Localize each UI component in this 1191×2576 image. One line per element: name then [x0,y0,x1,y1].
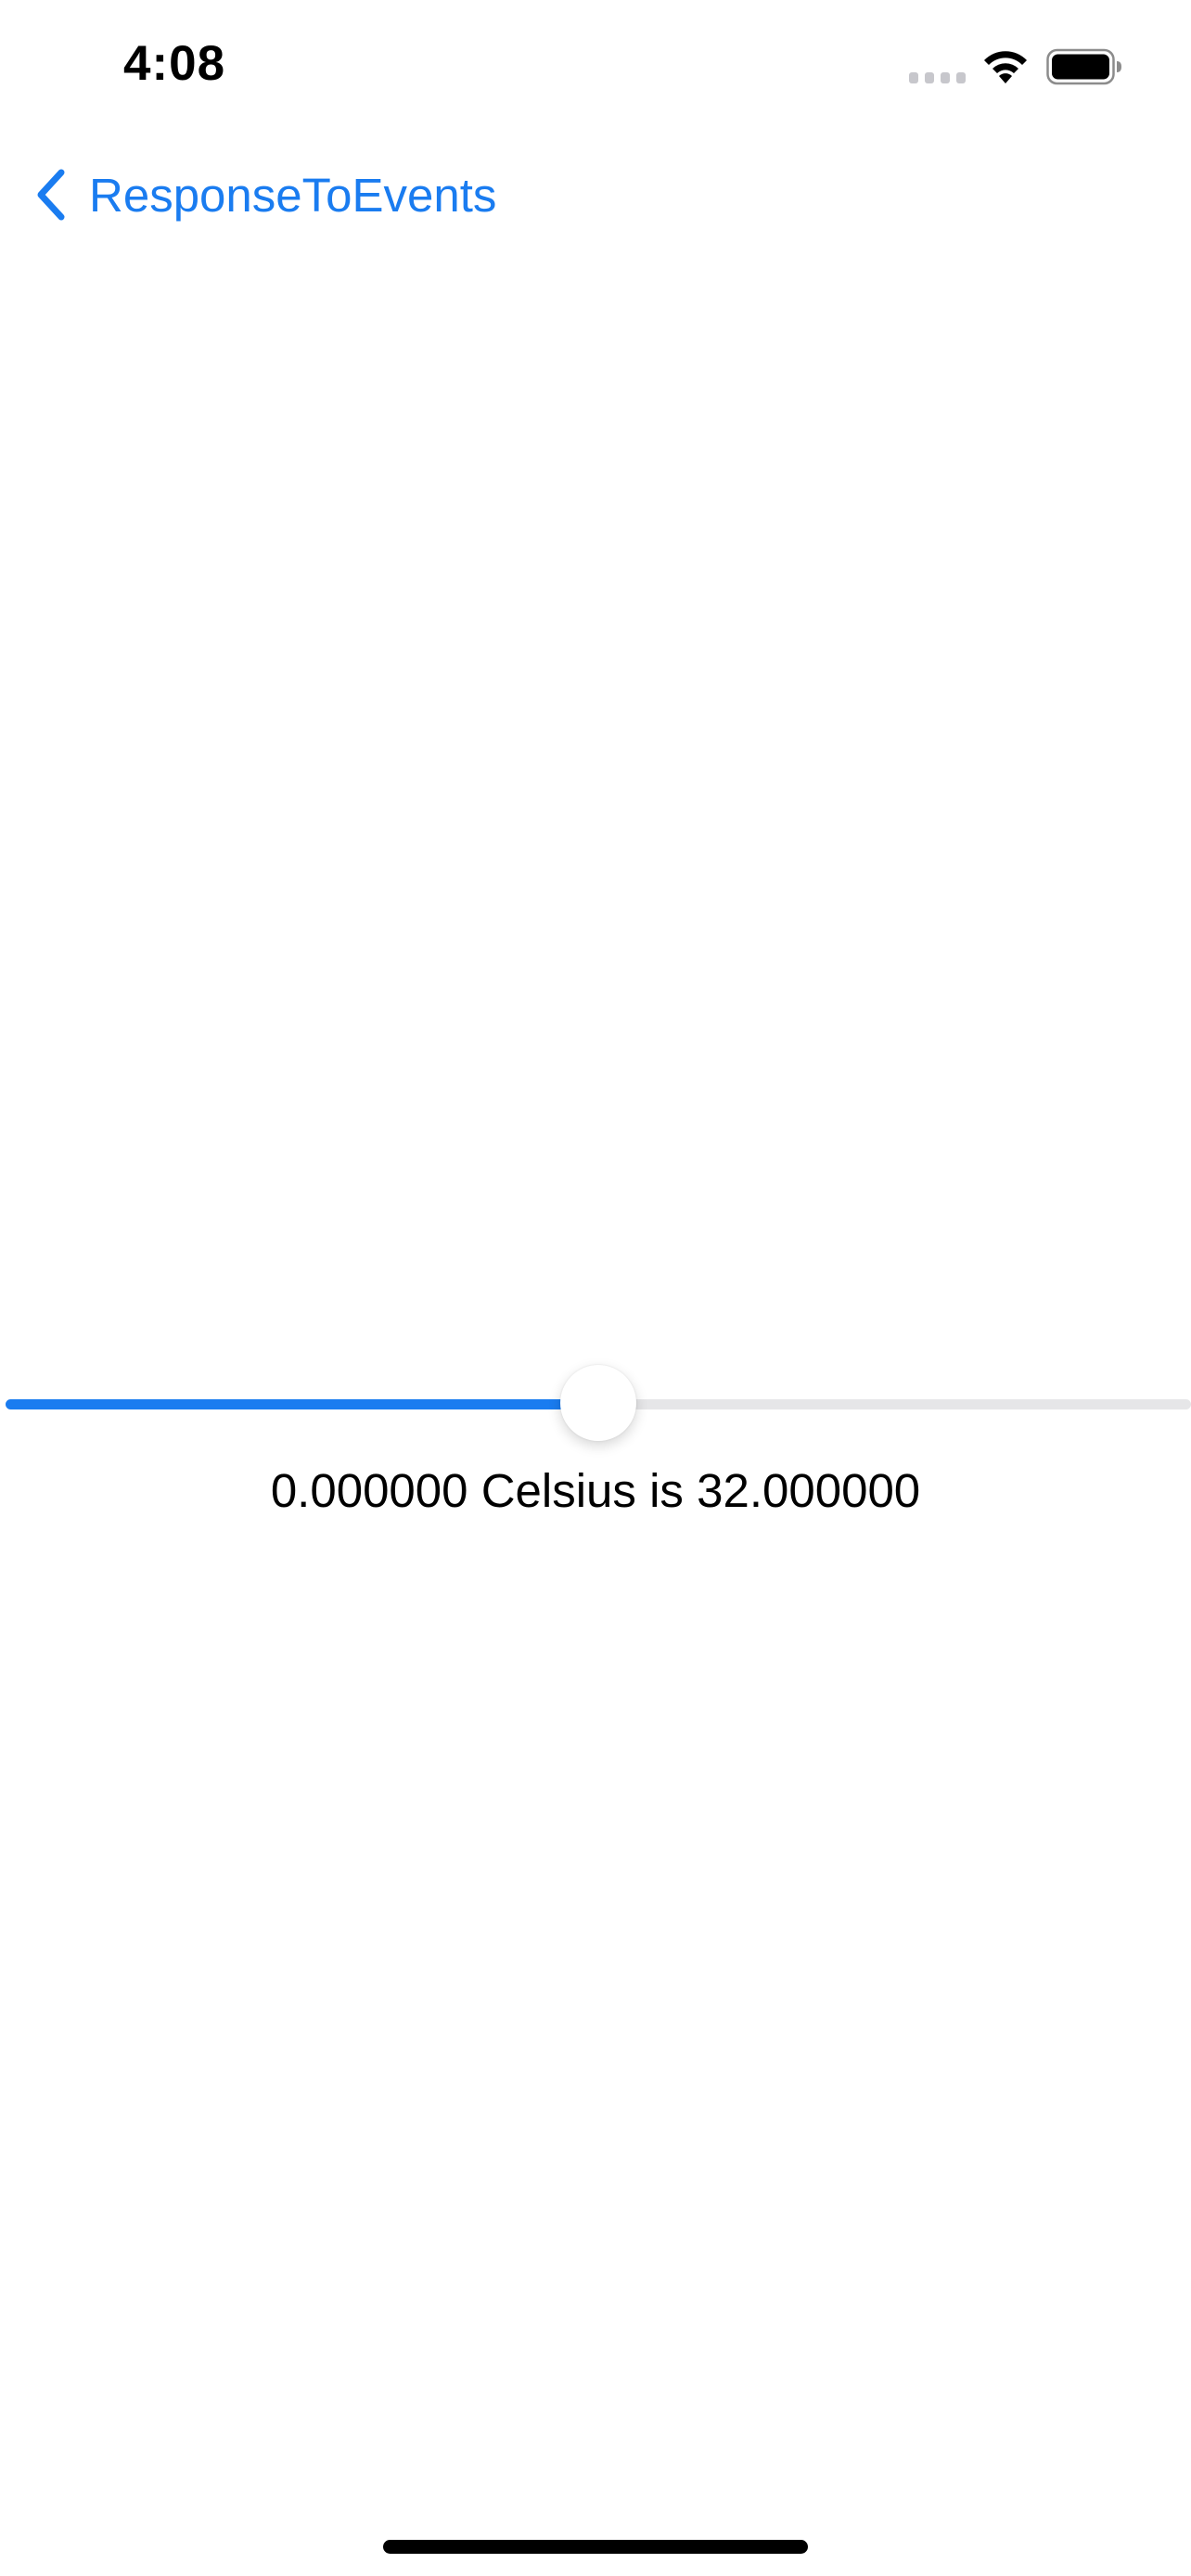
slider-thumb[interactable] [560,1365,636,1441]
wifi-icon [984,51,1027,83]
conversion-result-label: 0.000000 Celsius is 32.000000 [270,1464,921,1517]
navigation-bar: ResponseToEvents [0,139,1191,247]
status-bar: 4:08 [0,0,1191,139]
status-time: 4:08 [123,36,226,91]
battery-icon [1046,48,1121,85]
chevron-left-icon [37,169,65,221]
back-button-label: ResponseToEvents [89,168,497,222]
back-button[interactable]: ResponseToEvents [33,161,496,228]
temperature-slider[interactable] [0,1361,1191,1447]
cellular-signal-icon [909,72,966,83]
slider-fill [6,1399,598,1409]
home-indicator [383,2540,808,2554]
